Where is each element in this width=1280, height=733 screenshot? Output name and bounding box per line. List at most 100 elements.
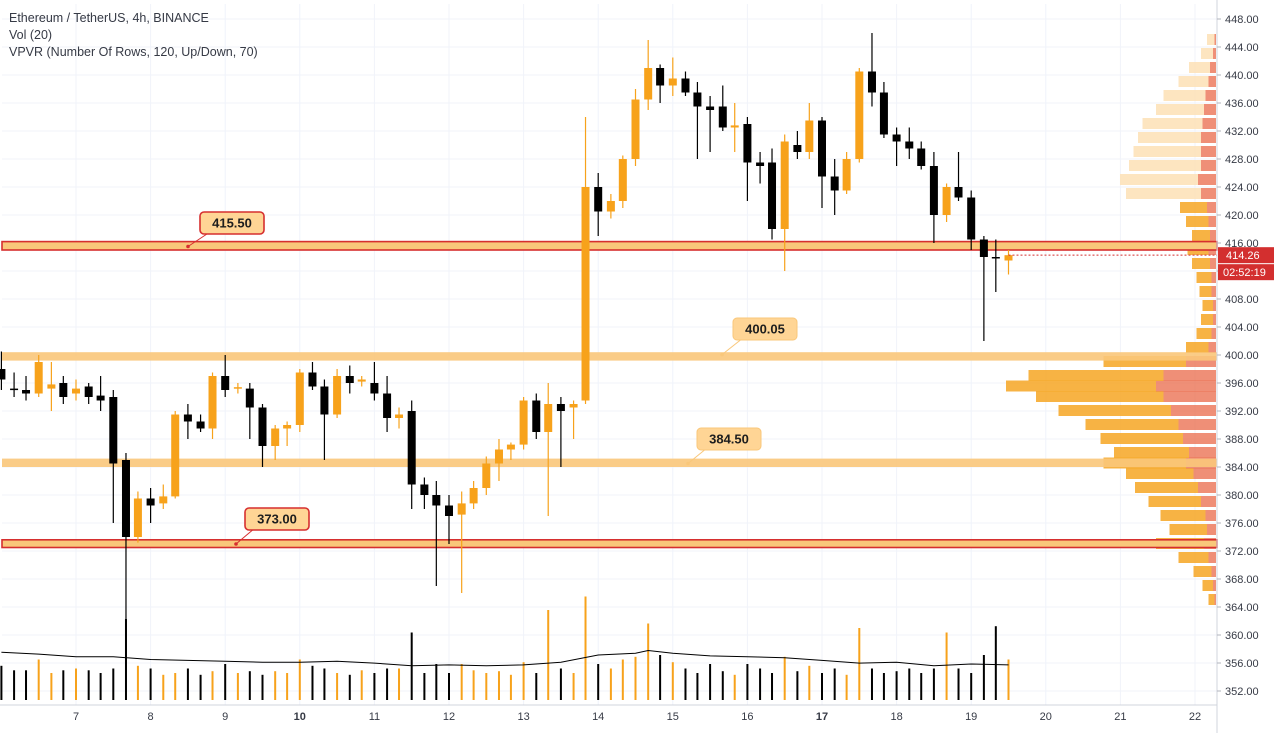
level-label-box[interactable] [244,507,310,531]
candle-body[interactable] [681,78,690,93]
level-band-384.50[interactable] [2,458,1217,467]
candle-body[interactable] [842,159,851,191]
candle-body[interactable] [0,369,6,380]
current-price-tag[interactable] [1218,247,1274,264]
candle-body[interactable] [718,106,727,128]
candle-body[interactable] [295,372,304,426]
candle-body[interactable] [967,197,976,240]
candle-body[interactable] [494,449,503,464]
candle-body[interactable] [84,386,93,398]
candle-body[interactable] [594,187,603,212]
candle-body[interactable] [283,425,292,429]
candle-body[interactable] [730,125,739,128]
candle-body[interactable] [917,148,926,167]
candle-body[interactable] [146,498,155,506]
candle-body[interactable] [183,414,192,422]
candle-body[interactable] [743,124,752,163]
candle-body[interactable] [644,68,653,100]
candle-body[interactable] [22,390,31,394]
candle-body[interactable] [867,71,876,93]
candle-body[interactable] [519,400,528,445]
candle-body[interactable] [693,92,702,107]
candle-body[interactable] [345,376,354,383]
candle-body[interactable] [954,187,963,198]
candle-body[interactable] [420,484,429,496]
candle-body[interactable] [121,460,130,537]
candle-body[interactable] [905,141,914,149]
candle-body[interactable] [544,404,553,432]
candle-body[interactable] [631,99,640,160]
candle-body[interactable] [333,376,342,415]
candle-body[interactable] [482,463,491,489]
candle-body[interactable] [383,393,392,419]
candle-body[interactable] [196,421,205,429]
symbol-title[interactable]: Ethereum / TetherUS, 4h, BINANCE [9,11,209,25]
candle-body[interactable] [59,383,68,397]
candle-body[interactable] [979,239,988,258]
candle-body[interactable] [506,444,515,450]
candle-body[interactable] [258,407,267,447]
candle-body[interactable] [768,162,777,230]
candle-body[interactable] [556,404,565,411]
volume-bar [572,673,575,700]
candle-body[interactable] [72,388,80,394]
level-band-400.05[interactable] [2,352,1217,361]
volume-indicator-label[interactable]: Vol (20) [9,28,53,42]
candle-body[interactable] [432,495,441,506]
candle-body[interactable] [96,395,105,401]
volume-bar [833,668,836,700]
candle-body[interactable] [308,372,317,387]
candle-body[interactable] [320,386,329,415]
candle-body[interactable] [1004,255,1013,261]
candle-body[interactable] [706,106,715,111]
candle-body[interactable] [457,503,466,515]
candle-body[interactable] [569,404,578,408]
candle-body[interactable] [855,71,864,160]
candle-body[interactable] [581,187,590,401]
candle-body[interactable] [233,387,242,389]
level-band-373.00[interactable] [1,538,1218,549]
candle-body[interactable] [879,92,888,135]
candle-body[interactable] [133,498,142,538]
vpvr-indicator-label[interactable]: VPVR (Number Of Rows, 120, Up/Down, 70) [9,45,258,59]
candle-body[interactable] [805,120,814,153]
candle-body[interactable] [221,376,230,390]
candle-body[interactable] [818,120,826,177]
candle-body[interactable] [34,362,43,394]
candle-body[interactable] [370,383,379,394]
candle-body[interactable] [532,400,541,433]
candle-body[interactable] [395,414,404,419]
candle-body[interactable] [271,428,280,447]
candle-body[interactable] [656,68,665,86]
candle-body[interactable] [47,384,56,389]
candle-body[interactable] [445,505,453,517]
candle-body[interactable] [407,411,416,485]
level-label-box[interactable] [732,317,798,341]
level-band-415.50[interactable] [1,240,1218,251]
candle-body[interactable] [109,397,118,464]
candle-body[interactable] [245,388,254,408]
candle-body[interactable] [780,141,789,230]
candle-body[interactable] [991,257,1000,259]
candle-body[interactable] [208,376,217,429]
level-label-box[interactable] [696,427,762,451]
candle-body[interactable] [606,201,615,212]
candle-body[interactable] [469,488,478,504]
candle-body[interactable] [793,145,802,152]
candle-body[interactable] [756,162,765,167]
candle-body[interactable] [668,78,677,86]
candle-body[interactable] [929,166,938,215]
candle-body[interactable] [892,134,901,142]
volume-bar [224,664,227,700]
candle-body[interactable] [618,159,627,201]
level-label-box[interactable] [199,211,265,235]
candle-body[interactable] [942,187,951,215]
candle-body[interactable] [357,379,366,382]
candle-body[interactable] [10,388,19,391]
candle-body[interactable] [171,414,180,497]
candle-body[interactable] [830,176,839,191]
candle-body[interactable] [159,496,168,504]
volume-ma-line [1,649,1009,667]
